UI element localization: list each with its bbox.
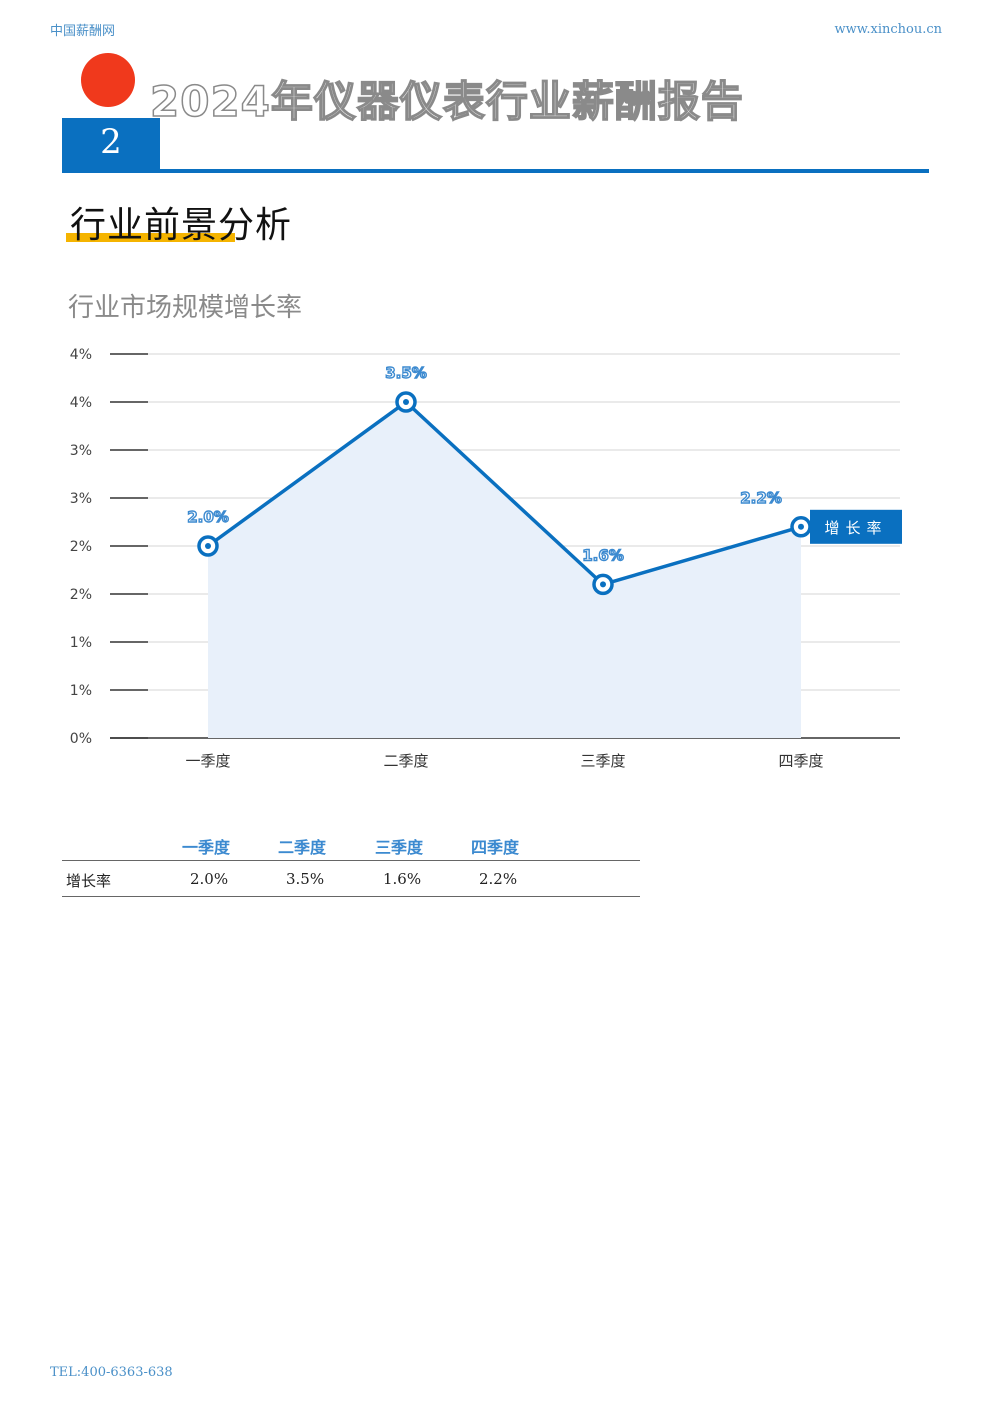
growth-rate-chart: 0% 1% 1% 2% 2% 3% 3% 4% 4% 2.0% 3.5% 1.6% 2.2% 一季度 二季度… bbox=[70, 347, 902, 770]
legend-box bbox=[810, 509, 902, 544]
data-point-center bbox=[403, 399, 409, 405]
data-label: 3.5% bbox=[385, 364, 427, 382]
table-row: 增长率 2.0% 3.5% 1.6% 2.2% bbox=[62, 860, 640, 896]
table-header-q2: 二季度 bbox=[278, 838, 327, 857]
y-tick-label: 3% bbox=[70, 491, 92, 507]
table-header-q1: 一季度 bbox=[182, 838, 231, 857]
table-cell-q3: 1.6% bbox=[383, 870, 422, 888]
x-tick-label: 三季度 bbox=[580, 752, 625, 770]
table-header-row: 一季度 二季度 三季度 四季度 bbox=[62, 830, 640, 860]
x-tick-label: 一季度 bbox=[185, 752, 230, 770]
site-name: 中国薪酬网 bbox=[50, 24, 116, 39]
table-cell-q1: 2.0% bbox=[190, 870, 229, 888]
y-tick-label: 0% bbox=[70, 731, 92, 747]
table-cell-q4: 2.2% bbox=[479, 870, 518, 888]
y-tick-label: 4% bbox=[70, 395, 92, 411]
x-tick-label: 二季度 bbox=[383, 752, 428, 770]
y-tick-label: 1% bbox=[70, 635, 92, 651]
site-url[interactable]: www.xinchou.cn bbox=[834, 22, 942, 37]
chart-title: 行业市场规模增长率 bbox=[68, 293, 303, 323]
table-row-label: 增长率 bbox=[66, 872, 112, 890]
data-label: 1.6% bbox=[582, 546, 624, 564]
y-tick-label: 3% bbox=[70, 443, 92, 459]
chapter-number: 2 bbox=[100, 122, 122, 162]
table-header-q4: 四季度 bbox=[471, 838, 520, 857]
legend-label: 增长率 bbox=[824, 519, 887, 537]
series-line bbox=[206, 400, 802, 587]
series-area bbox=[208, 402, 801, 738]
chapter-rule bbox=[62, 169, 929, 173]
y-tick-label: 1% bbox=[70, 683, 92, 699]
y-tick-label: 4% bbox=[70, 347, 92, 363]
y-tick-label: 2% bbox=[70, 539, 92, 555]
y-tick-label: 2% bbox=[70, 587, 92, 603]
table-top-rule bbox=[62, 860, 640, 861]
section-title-highlight bbox=[66, 233, 235, 242]
section-title: 行业前景分析 bbox=[70, 205, 293, 246]
table-bottom-rule bbox=[62, 896, 640, 897]
report-title: 2024年仪器仪表行业薪酬报告 bbox=[149, 76, 744, 127]
data-label: 2.2% bbox=[740, 489, 782, 507]
data-point-center bbox=[205, 543, 211, 549]
data-label: 2.0% bbox=[187, 508, 229, 526]
data-point-center bbox=[798, 523, 804, 530]
chapter-box bbox=[62, 118, 160, 172]
x-tick-label: 四季度 bbox=[778, 752, 823, 770]
table-header-q3: 三季度 bbox=[375, 838, 424, 857]
growth-table: 一季度 二季度 三季度 四季度 增长率 2.0% 3.5% 1.6% 2.2% bbox=[62, 830, 640, 897]
red-dot-decoration bbox=[81, 53, 135, 107]
table-cell-q2: 3.5% bbox=[286, 870, 325, 888]
data-point-center bbox=[600, 581, 606, 588]
footer-tel: TEL:400-6363-638 bbox=[50, 1365, 173, 1380]
